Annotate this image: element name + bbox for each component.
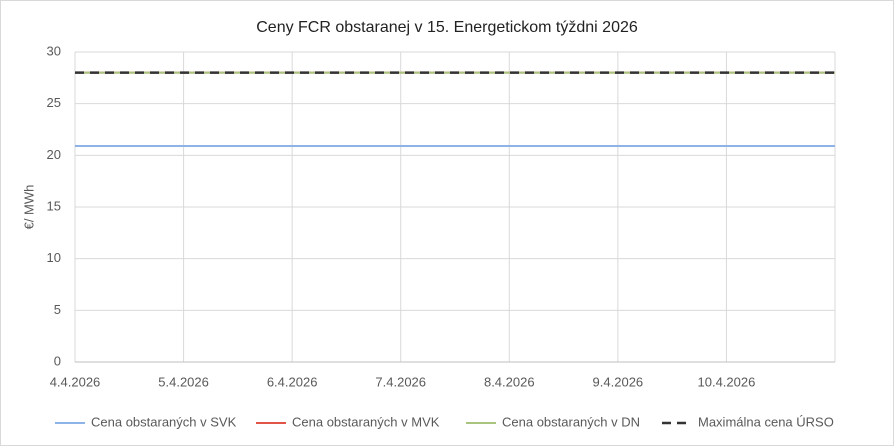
legend-label: Cena obstaraných v MVK [292, 414, 440, 429]
legend-label: Cena obstaraných v DN [502, 414, 640, 429]
chart-title: Ceny FCR obstaranej v 15. Energetickom t… [256, 19, 638, 36]
y-tick-label: 5 [54, 302, 61, 317]
y-tick-label: 30 [47, 43, 61, 58]
legend-label: Maximálna cena ÚRSO [698, 414, 834, 429]
x-tick-label: 4.4.2026 [50, 374, 101, 389]
x-tick-label: 5.4.2026 [158, 374, 209, 389]
y-tick-label: 15 [47, 198, 61, 213]
y-tick-label: 20 [47, 147, 61, 162]
legend-label: Cena obstaraných v SVK [91, 414, 237, 429]
x-tick-label: 10.4.2026 [698, 374, 756, 389]
x-tick-label: 6.4.2026 [267, 374, 318, 389]
x-tick-label: 7.4.2026 [375, 374, 426, 389]
x-tick-label: 9.4.2026 [593, 374, 644, 389]
y-axis-label: €/ MWh [21, 185, 36, 230]
x-tick-label: 8.4.2026 [484, 374, 535, 389]
y-tick-label: 25 [47, 95, 61, 110]
y-tick-label: 10 [47, 250, 61, 265]
y-tick-label: 0 [54, 353, 61, 368]
